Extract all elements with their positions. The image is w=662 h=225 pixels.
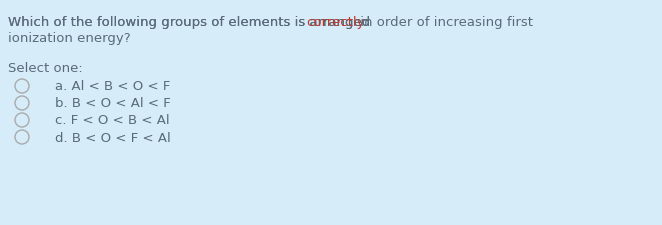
Text: a. Al < B < O < F: a. Al < B < O < F — [55, 80, 170, 93]
Text: b. B < O < Al < F: b. B < O < Al < F — [55, 97, 171, 110]
Text: in order of increasing first: in order of increasing first — [355, 16, 533, 29]
Text: Which of the following groups of elements is arranged: Which of the following groups of element… — [8, 16, 375, 29]
Text: c. F < O < B < Al: c. F < O < B < Al — [55, 114, 169, 127]
Text: Which of the following groups of elements is arranged: Which of the following groups of element… — [8, 16, 375, 29]
Text: Select one:: Select one: — [8, 62, 83, 75]
Text: correctly: correctly — [306, 16, 365, 29]
Text: ionization energy?: ionization energy? — [8, 32, 130, 45]
Text: d. B < O < F < Al: d. B < O < F < Al — [55, 131, 171, 144]
